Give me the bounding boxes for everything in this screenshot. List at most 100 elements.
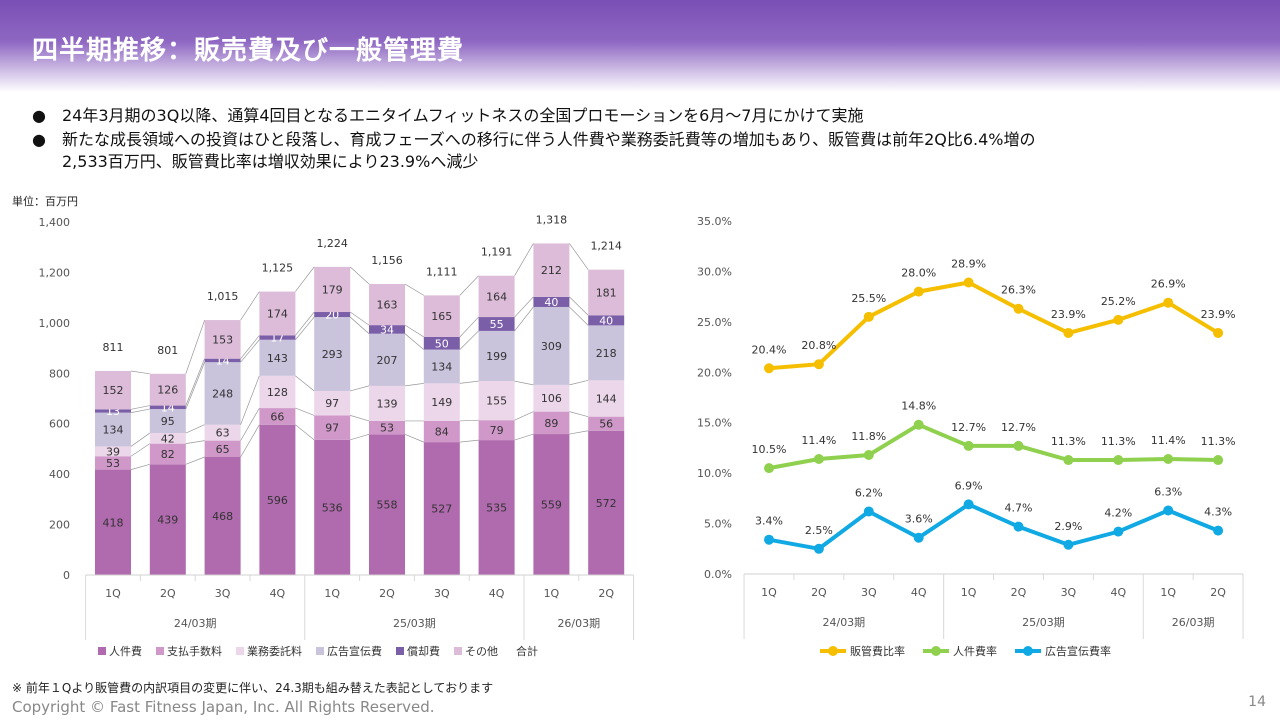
data-label: 63 [216, 427, 230, 440]
legend-label: その他 [465, 645, 498, 658]
data-point [1213, 327, 1224, 338]
series-connector [350, 415, 370, 422]
bar-segment [478, 330, 515, 382]
page-number: 14 [1248, 694, 1266, 710]
data-label: 11.3% [1201, 435, 1236, 448]
legend-swatch [236, 647, 244, 655]
data-label: 6.3% [1154, 485, 1182, 498]
data-label: 26.3% [1001, 284, 1036, 297]
x-tick-label: 2Q [811, 586, 827, 599]
x-group-label: 25/03期 [393, 617, 436, 630]
series-connector [295, 316, 315, 340]
y-tick-label: 30.0% [697, 265, 732, 278]
bar-segment [149, 405, 186, 410]
data-label: 82 [161, 448, 175, 461]
bar-segment [95, 371, 131, 410]
bar-segment [95, 469, 131, 575]
data-label: 50 [435, 337, 449, 350]
data-point [863, 311, 874, 322]
series-connector [240, 424, 260, 458]
x-tick-label: 1Q [324, 587, 340, 600]
data-label: 11.3% [1051, 435, 1086, 448]
bar-segment [314, 390, 351, 416]
bar-segment [588, 416, 625, 431]
data-label: 572 [596, 497, 617, 510]
data-label: 11.4% [801, 434, 836, 447]
data-label: 97 [325, 397, 339, 410]
data-label: 34 [380, 323, 394, 336]
x-tick-label: 1Q [961, 586, 977, 599]
x-group-label: 26/03期 [557, 617, 600, 630]
data-label: 23.9% [1201, 308, 1236, 321]
x-tick-label: 1Q [544, 587, 560, 600]
x-tick-label: 3Q [434, 587, 450, 600]
series-connector [350, 385, 370, 392]
data-point [764, 534, 774, 545]
series-connector [569, 380, 589, 386]
series-connector [569, 411, 589, 417]
data-label: 95 [161, 415, 175, 428]
series-connector [130, 432, 151, 447]
legend-marker [931, 646, 941, 656]
total-label: 1,156 [371, 254, 403, 267]
bar-segment [204, 456, 241, 575]
data-label: 10.5% [752, 443, 787, 456]
data-point [963, 499, 974, 510]
data-label: 55 [490, 318, 504, 331]
data-label: 26.9% [1151, 278, 1186, 291]
x-tick-label: 4Q [489, 587, 505, 600]
series-connector [514, 296, 534, 318]
data-point [1013, 303, 1024, 314]
bar-segment [95, 409, 131, 413]
data-label: 248 [212, 387, 233, 400]
data-label: 39 [106, 445, 120, 458]
data-label: 218 [596, 347, 617, 360]
data-point [1213, 455, 1224, 466]
series-connector [240, 335, 260, 359]
series-connector [404, 333, 425, 350]
data-label: 53 [106, 457, 120, 470]
bar-segment [588, 269, 625, 316]
series-connector [240, 291, 260, 321]
data-label: 11.3% [1101, 435, 1136, 448]
bar-segment [423, 349, 460, 384]
y-tick-label: 1,200 [39, 266, 71, 279]
bar-segment [149, 464, 186, 575]
data-point [813, 454, 824, 465]
bar-segment [423, 383, 460, 421]
legend-label: 広告宣伝費率 [1045, 644, 1111, 658]
series-connector [185, 424, 205, 434]
y-tick-label: 5.0% [704, 518, 732, 531]
data-label: 152 [103, 384, 124, 397]
series-connector [569, 430, 589, 435]
legend-label: 人件費率 [953, 644, 997, 658]
series-line [768, 422, 1219, 471]
data-point [1063, 539, 1074, 550]
data-point [863, 506, 874, 517]
data-label: 468 [212, 510, 233, 523]
bar-segment [369, 325, 405, 334]
data-label: 89 [544, 417, 558, 430]
data-label: 20.8% [801, 339, 836, 352]
bar-segment [588, 325, 625, 381]
series-connector [349, 316, 370, 334]
bar-segment [478, 275, 515, 318]
header-bar [0, 0, 1280, 92]
data-label: 309 [541, 340, 562, 353]
data-point [1013, 521, 1024, 532]
legend-label-total: 合計 [516, 644, 538, 658]
series-connector [459, 439, 479, 443]
series-connector [295, 311, 315, 336]
data-label: 207 [377, 354, 398, 367]
data-point [813, 543, 824, 554]
y-tick-label: 1,400 [39, 216, 71, 229]
data-label: 40 [599, 314, 613, 327]
bar-segment [259, 335, 296, 340]
data-point [1113, 314, 1124, 325]
series-line [768, 502, 1219, 551]
x-tick-label: 1Q [1160, 586, 1176, 599]
data-label: 3.4% [755, 515, 783, 528]
series-connector [569, 296, 589, 316]
data-label: 53 [380, 422, 394, 435]
bar-segment [204, 362, 241, 425]
